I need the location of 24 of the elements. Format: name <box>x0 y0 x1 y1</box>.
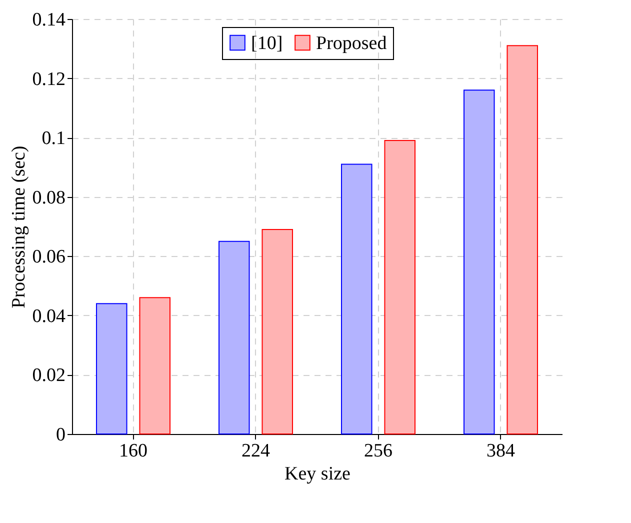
bar <box>384 140 416 434</box>
y-tick-label: 0.08 <box>32 187 66 208</box>
x-tick-label: 160 <box>119 440 148 462</box>
legend-label: [10] <box>251 32 283 54</box>
x-tick-label: 384 <box>486 440 516 462</box>
y-tick-label: 0.04 <box>32 306 66 327</box>
bar <box>506 45 538 434</box>
y-tick-label: 0.06 <box>32 246 66 268</box>
bar <box>96 303 128 434</box>
y-tick-label: 0 <box>56 424 66 446</box>
y-tick-label: 0.02 <box>32 365 66 386</box>
x-tick-label: 256 <box>364 440 392 462</box>
x-axis-title: Key size <box>284 464 350 484</box>
bar <box>464 90 495 434</box>
y-tick-label: 0.1 <box>42 128 66 150</box>
bar <box>262 228 293 434</box>
y-tick-label: 0.14 <box>32 10 66 30</box>
bar <box>218 240 250 434</box>
bar <box>139 297 170 434</box>
y-axis-title: Processing time (sec) <box>8 146 30 308</box>
legend-label: Proposed <box>316 32 388 54</box>
y-tick-label: 0.12 <box>32 68 66 90</box>
bar <box>341 164 372 434</box>
x-tick-label: 224 <box>242 440 270 462</box>
